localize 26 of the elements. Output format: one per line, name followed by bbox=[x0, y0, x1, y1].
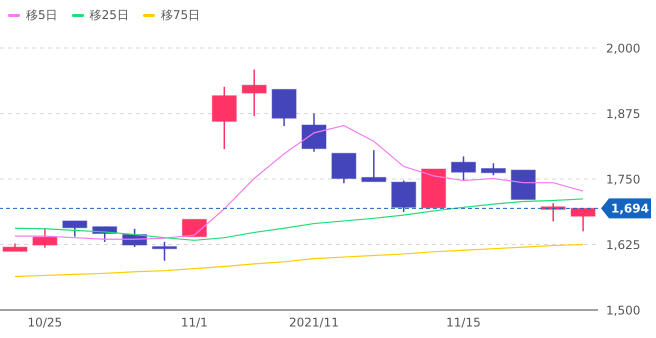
x-tick-label: 11/1 bbox=[180, 316, 208, 330]
candlestick bbox=[302, 112, 326, 152]
candlestick bbox=[480, 162, 506, 176]
x-tick-label: 11/15 bbox=[446, 316, 481, 330]
candlestick bbox=[242, 68, 267, 117]
legend-label: 移75日 bbox=[160, 6, 200, 24]
x-tick-label: 2021/11 bbox=[289, 316, 339, 330]
legend-label: 移5日 bbox=[26, 6, 58, 24]
candlestick bbox=[182, 218, 207, 238]
y-tick-label: 1,625 bbox=[606, 238, 640, 252]
line-series bbox=[14, 124, 584, 240]
y-tick-label: 1,875 bbox=[606, 106, 640, 121]
x-tick-label: 10/25 bbox=[28, 316, 62, 330]
y-tick-label: 2,000 bbox=[606, 41, 640, 56]
ref-line-label: 1,694 bbox=[611, 201, 649, 216]
legend-label: 移25日 bbox=[90, 6, 129, 24]
candlestick bbox=[570, 208, 596, 232]
line-series bbox=[14, 244, 584, 278]
candlestick bbox=[451, 156, 476, 182]
y-tick-label: 1,750 bbox=[606, 172, 640, 186]
line-series bbox=[14, 198, 584, 241]
y-tick-label: 1,500 bbox=[606, 303, 640, 318]
candlestick bbox=[361, 149, 386, 182]
candlestick bbox=[62, 220, 88, 238]
candlestick bbox=[152, 241, 177, 262]
candlestick bbox=[32, 228, 58, 248]
